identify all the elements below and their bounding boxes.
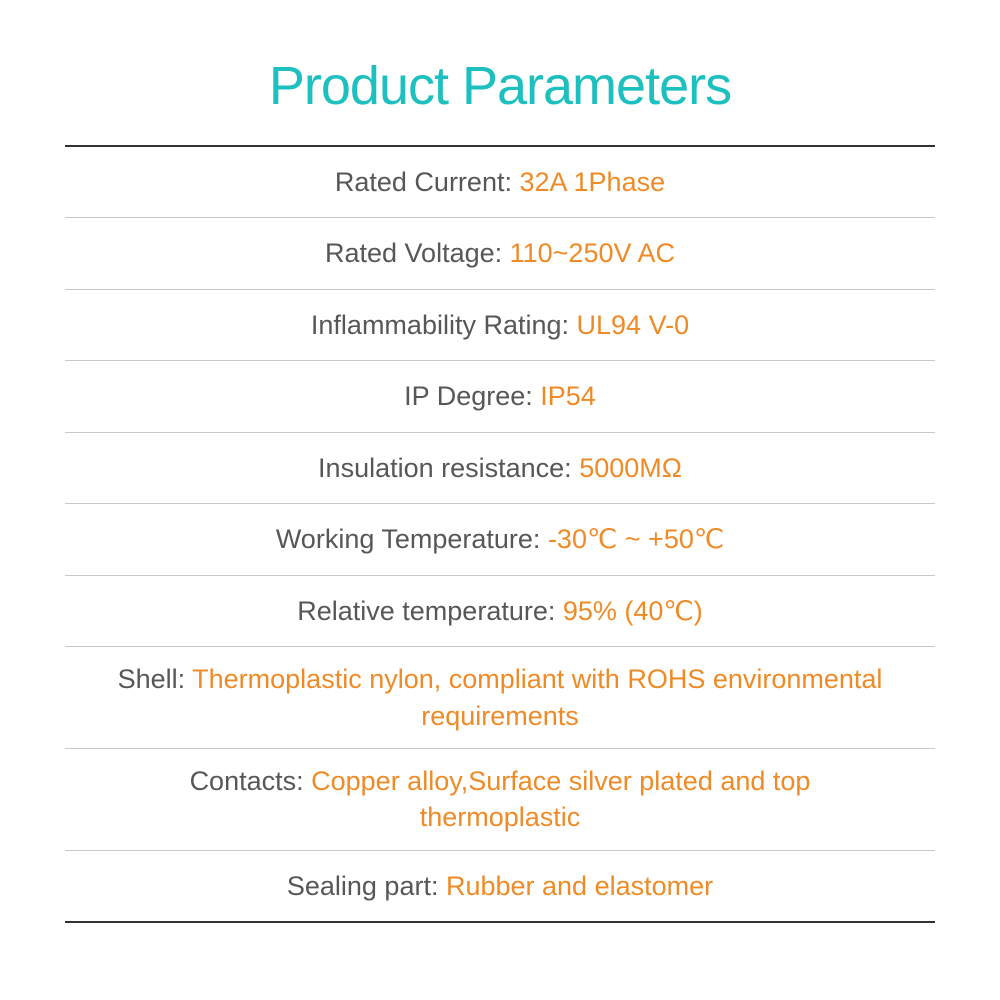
param-value: 32A 1Phase <box>519 167 665 197</box>
table-row: IP Degree: IP54 <box>65 360 935 431</box>
page-title: Product Parameters <box>269 55 731 117</box>
param-label: Contacts: <box>190 766 312 796</box>
parameters-table: Rated Current: 32A 1Phase Rated Voltage:… <box>65 145 935 923</box>
param-label: Sealing part: <box>287 871 446 901</box>
param-value: 95% (40℃) <box>563 596 703 626</box>
param-label: IP Degree: <box>404 381 540 411</box>
param-label: Insulation resistance: <box>318 453 579 483</box>
table-row: Rated Voltage: 110~250V AC <box>65 217 935 288</box>
param-value: UL94 V-0 <box>577 310 690 340</box>
param-label: Rated Voltage: <box>325 238 510 268</box>
param-label: Working Temperature: <box>276 524 548 554</box>
param-label: Inflammability Rating: <box>311 310 577 340</box>
param-value: Copper alloy,Surface silver plated and t… <box>311 766 810 832</box>
table-row: Sealing part: Rubber and elastomer <box>65 850 935 923</box>
param-value: IP54 <box>540 381 596 411</box>
param-value: 110~250V AC <box>510 238 675 268</box>
param-value: Rubber and elastomer <box>446 871 713 901</box>
param-value: -30℃ ~ +50℃ <box>548 524 724 554</box>
table-row: Shell: Thermoplastic nylon, compliant wi… <box>65 646 935 748</box>
param-label: Rated Current: <box>335 167 520 197</box>
table-row: Rated Current: 32A 1Phase <box>65 145 935 217</box>
table-row: Inflammability Rating: UL94 V-0 <box>65 289 935 360</box>
param-value: 5000MΩ <box>579 453 682 483</box>
table-row: Contacts: Copper alloy,Surface silver pl… <box>65 748 935 850</box>
param-label: Shell: <box>118 664 193 694</box>
table-row: Working Temperature: -30℃ ~ +50℃ <box>65 503 935 574</box>
table-row: Relative temperature: 95% (40℃) <box>65 575 935 646</box>
table-row: Insulation resistance: 5000MΩ <box>65 432 935 503</box>
param-value: Thermoplastic nylon, compliant with ROHS… <box>192 664 882 730</box>
param-label: Relative temperature: <box>297 596 563 626</box>
